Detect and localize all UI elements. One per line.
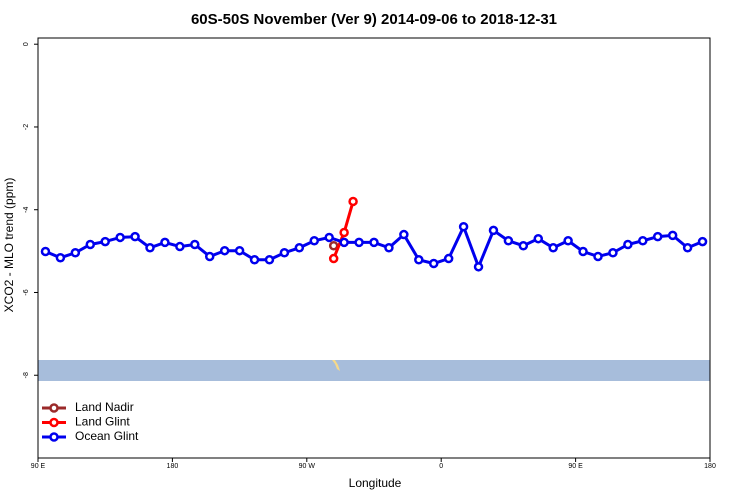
point [623, 239, 633, 250]
point [652, 231, 663, 242]
y-axis-label: XCO2 - MLO trend (ppm) [2, 178, 16, 313]
legend-label: Land Glint [75, 415, 130, 429]
legend-marker [49, 432, 59, 442]
y-tick-label: -8 [23, 372, 30, 378]
legend-label: Ocean Glint [75, 429, 139, 443]
point [145, 243, 155, 253]
y-tick-label: -6 [23, 289, 30, 295]
point [204, 251, 215, 262]
x-tick-label: 180 [704, 463, 716, 470]
point [324, 232, 334, 243]
point [443, 253, 454, 264]
ocean-band [38, 360, 710, 381]
point [593, 251, 603, 262]
point [328, 253, 339, 264]
point [682, 243, 693, 253]
x-tick-label: 0 [439, 463, 443, 470]
point [294, 243, 305, 253]
point [219, 245, 230, 256]
x-tick-label: 90 E [31, 463, 46, 470]
point [40, 246, 51, 257]
point [309, 236, 320, 246]
point [638, 236, 648, 246]
point [100, 236, 110, 247]
legend-marker [49, 403, 59, 413]
legend-label: Land Nadir [75, 400, 134, 414]
point [55, 252, 66, 263]
point [428, 258, 439, 269]
point [348, 196, 358, 207]
point [175, 241, 185, 252]
y-tick-label: -2 [23, 124, 30, 130]
point [667, 230, 678, 241]
y-tick-label: -4 [23, 207, 30, 213]
x-tick-label: 180 [167, 463, 179, 470]
point [399, 229, 409, 240]
point [578, 246, 588, 257]
point [85, 239, 96, 250]
point [339, 227, 349, 238]
point [414, 255, 424, 265]
point [503, 236, 514, 246]
land [332, 360, 340, 371]
point [115, 232, 125, 243]
point [458, 221, 469, 232]
point [328, 240, 339, 251]
point [488, 225, 499, 236]
point [160, 237, 170, 248]
plot-frame [37, 37, 711, 459]
point [518, 240, 529, 251]
point [339, 237, 349, 248]
point [234, 245, 245, 256]
y-tick-label: 0 [23, 42, 30, 46]
point [548, 243, 558, 253]
legend-marker [49, 417, 59, 428]
point [264, 255, 275, 265]
point [130, 231, 140, 242]
x-axis-label: Longitude [349, 476, 402, 490]
point [473, 262, 484, 272]
point [533, 233, 544, 244]
point [369, 237, 379, 248]
point [608, 248, 618, 258]
point [279, 248, 290, 258]
x-tick-label: 90 W [299, 463, 316, 470]
x-tick-label: 90 E [568, 463, 583, 470]
point [563, 236, 573, 246]
point [70, 248, 81, 258]
point [190, 239, 200, 250]
point [384, 243, 394, 253]
point [354, 237, 364, 248]
chart-title: 60S-50S November (Ver 9) 2014-09-06 to 2… [191, 11, 557, 28]
point [697, 236, 708, 247]
point [249, 255, 260, 265]
